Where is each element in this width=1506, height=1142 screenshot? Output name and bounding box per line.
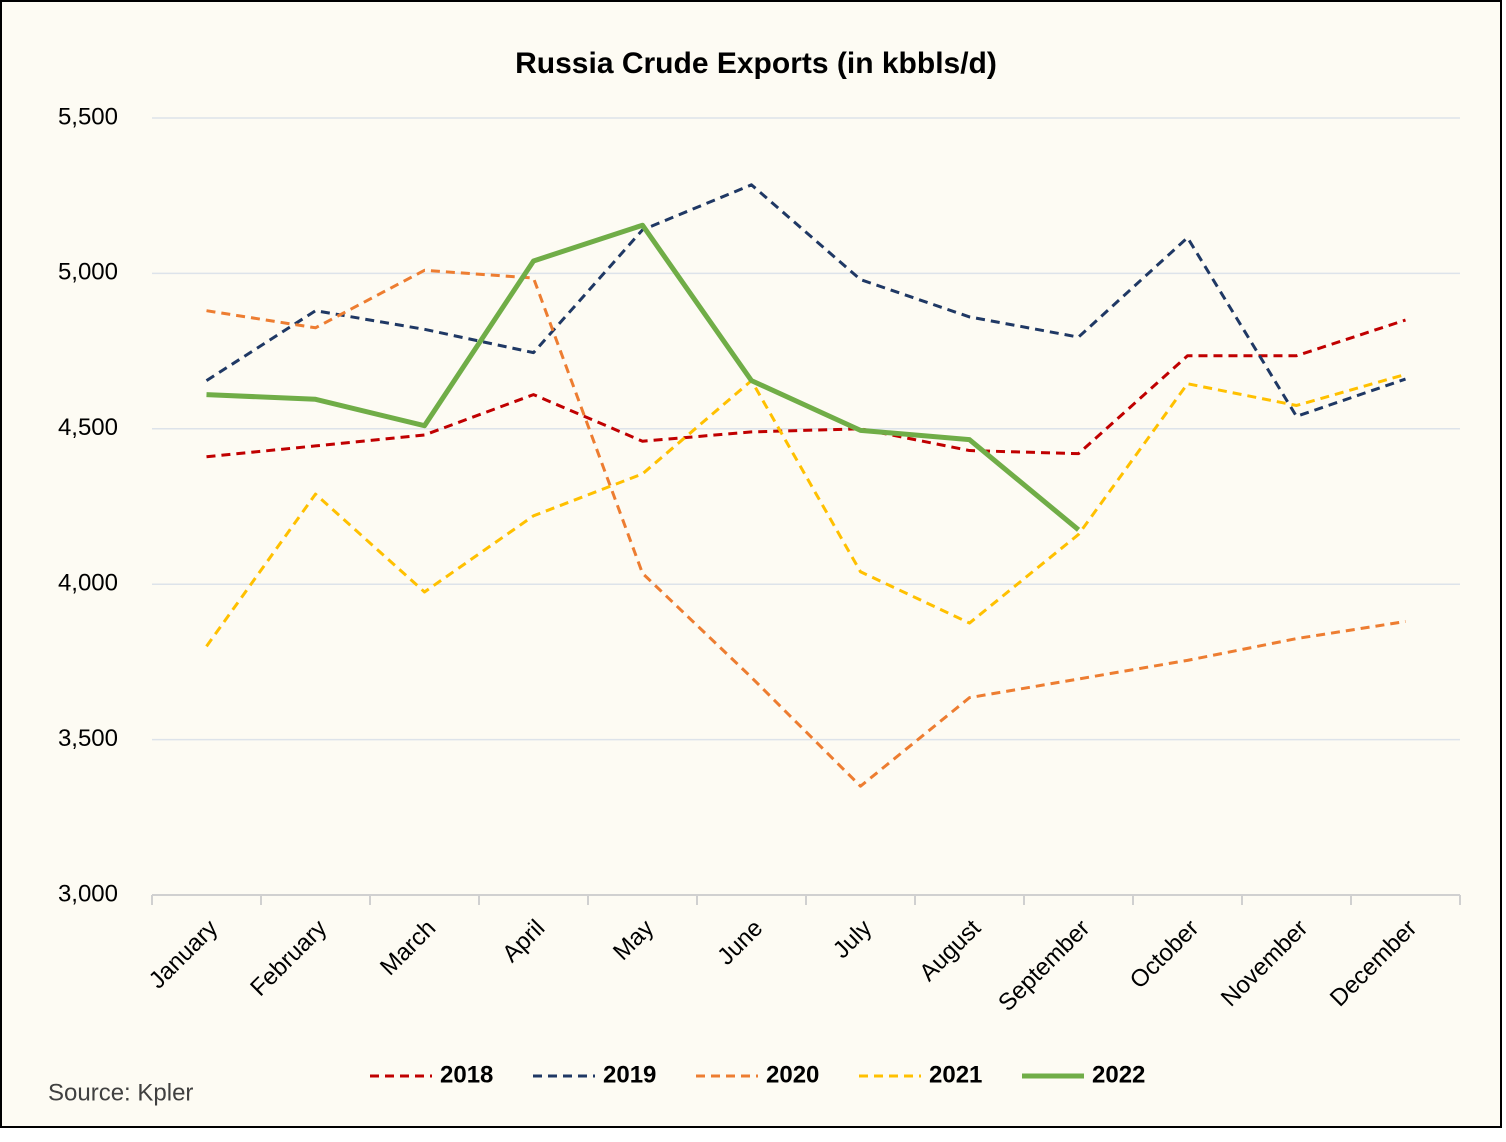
series-line: [206, 318, 1406, 459]
series-line: [205, 372, 1406, 648]
series-line: [205, 183, 1406, 418]
legend-label: 2018: [440, 1061, 493, 1088]
series-line: [206, 222, 1081, 532]
series-line: [206, 268, 1406, 788]
y-tick-label: 4,500: [58, 414, 118, 441]
legend-label: 2019: [603, 1061, 656, 1088]
y-tick-label: 5,500: [58, 103, 118, 130]
legend-label: 2021: [929, 1061, 982, 1088]
y-tick-label: 4,000: [58, 570, 118, 597]
y-tick-label: 3,000: [58, 880, 118, 907]
y-tick-label: 3,500: [58, 725, 118, 752]
y-tick-label: 5,000: [58, 259, 118, 286]
legend-label: 2020: [766, 1061, 819, 1088]
source-note: Source: Kpler: [48, 1079, 193, 1106]
chart-title: Russia Crude Exports (in kbbls/d): [515, 47, 997, 80]
legend-label: 2022: [1092, 1061, 1145, 1088]
